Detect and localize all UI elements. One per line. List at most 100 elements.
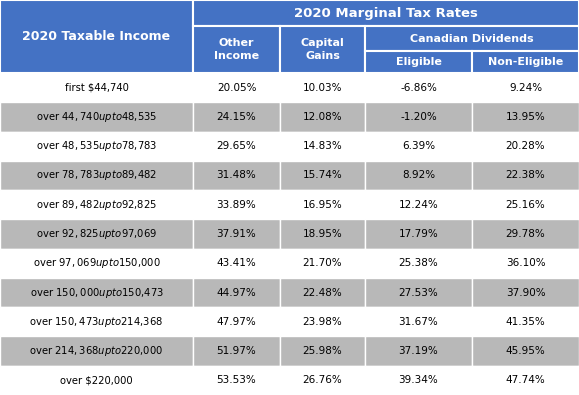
- Text: 41.35%: 41.35%: [505, 317, 545, 327]
- Bar: [365, 26, 579, 51]
- Bar: [365, 190, 472, 219]
- Bar: [472, 278, 579, 307]
- Text: over $150,473 up to $214,368: over $150,473 up to $214,368: [30, 315, 163, 329]
- Bar: [280, 190, 365, 219]
- Bar: [472, 190, 579, 219]
- Text: 27.53%: 27.53%: [398, 288, 438, 297]
- Text: first $44,740: first $44,740: [65, 83, 129, 93]
- Text: Other
Income: Other Income: [214, 38, 259, 61]
- Bar: [0, 132, 193, 161]
- Bar: [472, 219, 579, 248]
- Text: 25.16%: 25.16%: [505, 200, 545, 210]
- Bar: [365, 337, 472, 366]
- Text: Eligible: Eligible: [395, 57, 441, 67]
- Text: 44.97%: 44.97%: [217, 288, 256, 297]
- Bar: [365, 248, 472, 278]
- Text: 37.91%: 37.91%: [217, 229, 256, 239]
- Text: 25.38%: 25.38%: [398, 258, 438, 268]
- Text: over $214,368 up to $220,000: over $214,368 up to $220,000: [30, 344, 163, 358]
- Text: 29.65%: 29.65%: [217, 141, 256, 151]
- Bar: [365, 102, 472, 132]
- Text: 18.95%: 18.95%: [303, 229, 342, 239]
- Text: 37.90%: 37.90%: [505, 288, 545, 297]
- Text: 29.78%: 29.78%: [505, 229, 545, 239]
- Text: Capital
Gains: Capital Gains: [301, 38, 345, 61]
- Text: 36.10%: 36.10%: [505, 258, 545, 268]
- Bar: [0, 161, 193, 190]
- Text: 31.48%: 31.48%: [217, 171, 256, 181]
- Text: 16.95%: 16.95%: [303, 200, 342, 210]
- Bar: [0, 73, 193, 102]
- Bar: [472, 73, 579, 102]
- Text: 23.98%: 23.98%: [303, 317, 342, 327]
- Text: Canadian Dividends: Canadian Dividends: [410, 34, 534, 43]
- Text: over $89,482 up to $92,825: over $89,482 up to $92,825: [36, 198, 157, 212]
- Bar: [472, 307, 579, 337]
- Bar: [0, 337, 193, 366]
- Text: over $97,069 up to $150,000: over $97,069 up to $150,000: [32, 256, 160, 270]
- Bar: [0, 366, 193, 395]
- Bar: [280, 219, 365, 248]
- Text: -6.86%: -6.86%: [400, 83, 437, 93]
- Text: 20.05%: 20.05%: [217, 83, 256, 93]
- Bar: [365, 307, 472, 337]
- Bar: [472, 132, 579, 161]
- Bar: [280, 26, 365, 73]
- Bar: [193, 248, 280, 278]
- Text: 6.39%: 6.39%: [402, 141, 435, 151]
- Bar: [0, 190, 193, 219]
- Text: over $150,000 up to $150,473: over $150,000 up to $150,473: [30, 286, 163, 299]
- Bar: [280, 161, 365, 190]
- Text: 43.41%: 43.41%: [217, 258, 256, 268]
- Bar: [0, 248, 193, 278]
- Text: 47.74%: 47.74%: [505, 375, 545, 386]
- Text: 24.15%: 24.15%: [217, 112, 256, 122]
- Text: 9.24%: 9.24%: [509, 83, 542, 93]
- Bar: [472, 161, 579, 190]
- Bar: [365, 219, 472, 248]
- Bar: [193, 0, 579, 26]
- Bar: [0, 307, 193, 337]
- Bar: [365, 278, 472, 307]
- Bar: [193, 102, 280, 132]
- Bar: [193, 190, 280, 219]
- Bar: [280, 102, 365, 132]
- Text: 8.92%: 8.92%: [402, 171, 435, 181]
- Text: over $48,535 up to $78,783: over $48,535 up to $78,783: [36, 139, 157, 153]
- Text: 45.95%: 45.95%: [505, 346, 545, 356]
- Text: 10.03%: 10.03%: [303, 83, 342, 93]
- Text: -1.20%: -1.20%: [400, 112, 437, 122]
- Text: 2020 Taxable Income: 2020 Taxable Income: [23, 30, 171, 43]
- Bar: [193, 366, 280, 395]
- Text: 20.28%: 20.28%: [505, 141, 545, 151]
- Bar: [365, 51, 472, 73]
- Text: 22.38%: 22.38%: [505, 171, 545, 181]
- Bar: [365, 161, 472, 190]
- Bar: [472, 366, 579, 395]
- Bar: [0, 219, 193, 248]
- Text: 21.70%: 21.70%: [303, 258, 342, 268]
- Bar: [472, 51, 579, 73]
- Text: 31.67%: 31.67%: [398, 317, 438, 327]
- Text: 47.97%: 47.97%: [217, 317, 256, 327]
- Bar: [0, 278, 193, 307]
- Bar: [472, 337, 579, 366]
- Text: 12.08%: 12.08%: [303, 112, 342, 122]
- Bar: [280, 337, 365, 366]
- Text: 15.74%: 15.74%: [303, 171, 342, 181]
- Bar: [193, 307, 280, 337]
- Text: 13.95%: 13.95%: [505, 112, 545, 122]
- Bar: [0, 0, 193, 73]
- Bar: [193, 278, 280, 307]
- Text: 53.53%: 53.53%: [217, 375, 256, 386]
- Bar: [280, 132, 365, 161]
- Text: 22.48%: 22.48%: [303, 288, 342, 297]
- Text: over $44,740 up to $48,535: over $44,740 up to $48,535: [36, 110, 157, 124]
- Bar: [280, 366, 365, 395]
- Bar: [0, 102, 193, 132]
- Bar: [193, 219, 280, 248]
- Text: 51.97%: 51.97%: [217, 346, 256, 356]
- Text: 26.76%: 26.76%: [303, 375, 342, 386]
- Bar: [280, 248, 365, 278]
- Bar: [193, 73, 280, 102]
